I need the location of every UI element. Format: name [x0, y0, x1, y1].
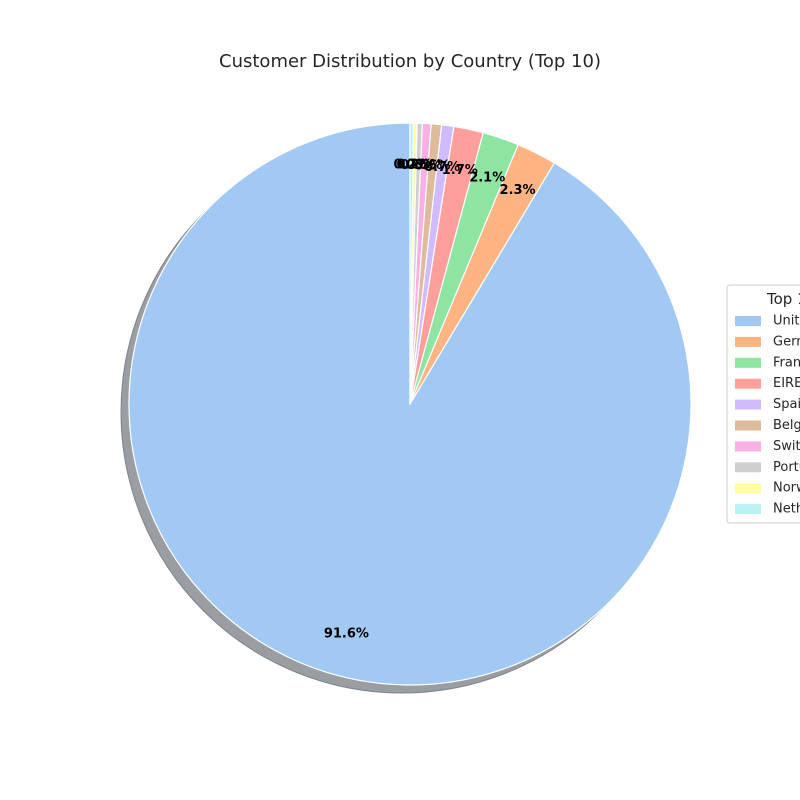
legend-swatch-belgium [735, 420, 761, 431]
legend-label-france: France [773, 355, 800, 370]
pct-label-france: 2.1% [469, 170, 505, 185]
legend-label-belgium: Belgium [773, 418, 800, 433]
legend-label-portugal: Portugal [773, 460, 800, 475]
legend-swatch-portugal [735, 462, 761, 473]
legend-items: United Kingdom Germany France EIRE Spain Belg… [735, 314, 800, 517]
legend-swatch-norway [735, 483, 761, 494]
legend-label-spain: Spain [773, 397, 800, 412]
legend-swatch-spain [735, 399, 761, 410]
pct-label-germany: 2.3% [500, 183, 536, 198]
legend-swatch-germany [735, 336, 761, 347]
pct-label-eire: 1.7% [442, 163, 478, 178]
pct-label-netherlands: 0.2% [393, 158, 429, 173]
legend-swatch-switzerland [735, 441, 761, 452]
chart-title: Customer Distribution by Country (Top 10… [219, 51, 601, 72]
pct-label-switzerland: 0.5% [406, 158, 442, 173]
pie-slices [128, 122, 692, 686]
legend-swatch-united-kingdom [735, 316, 761, 326]
legend-label-germany: Germany [773, 334, 800, 349]
legend-swatch-eire [735, 378, 761, 389]
legend: Top 10 Countries United Kingdom Germany Fr… [726, 284, 800, 524]
pie-slice-netherlands [409, 122, 415, 405]
legend-label-united-kingdom: United Kingdom [773, 314, 800, 329]
legend-label-norway: Norway [773, 481, 800, 496]
pie-slice-united-kingdom [128, 122, 692, 686]
pct-label-spain: 0.7% [424, 160, 460, 175]
legend-swatch-france [735, 357, 761, 368]
pct-label-portugal: 0.3% [400, 158, 436, 173]
legend-swatch-netherlands [735, 504, 761, 515]
pct-label-belgium: 0.6% [414, 159, 450, 174]
pct-label-norway: 0.2% [396, 158, 432, 173]
legend-label-eire: EIRE [773, 376, 800, 391]
legend-label-switzerland: Switzerland [773, 439, 800, 454]
pct-label-united-kingdom: 91.6% [324, 627, 369, 642]
legend-title: Top 10 Countries [766, 290, 800, 308]
legend-label-netherlands: Netherlands [773, 502, 800, 517]
pie-percent-labels: 91.6%2.3%2.1%1.7%0.7%0.6%0.5%0.3%0.2%0.2… [324, 158, 536, 642]
